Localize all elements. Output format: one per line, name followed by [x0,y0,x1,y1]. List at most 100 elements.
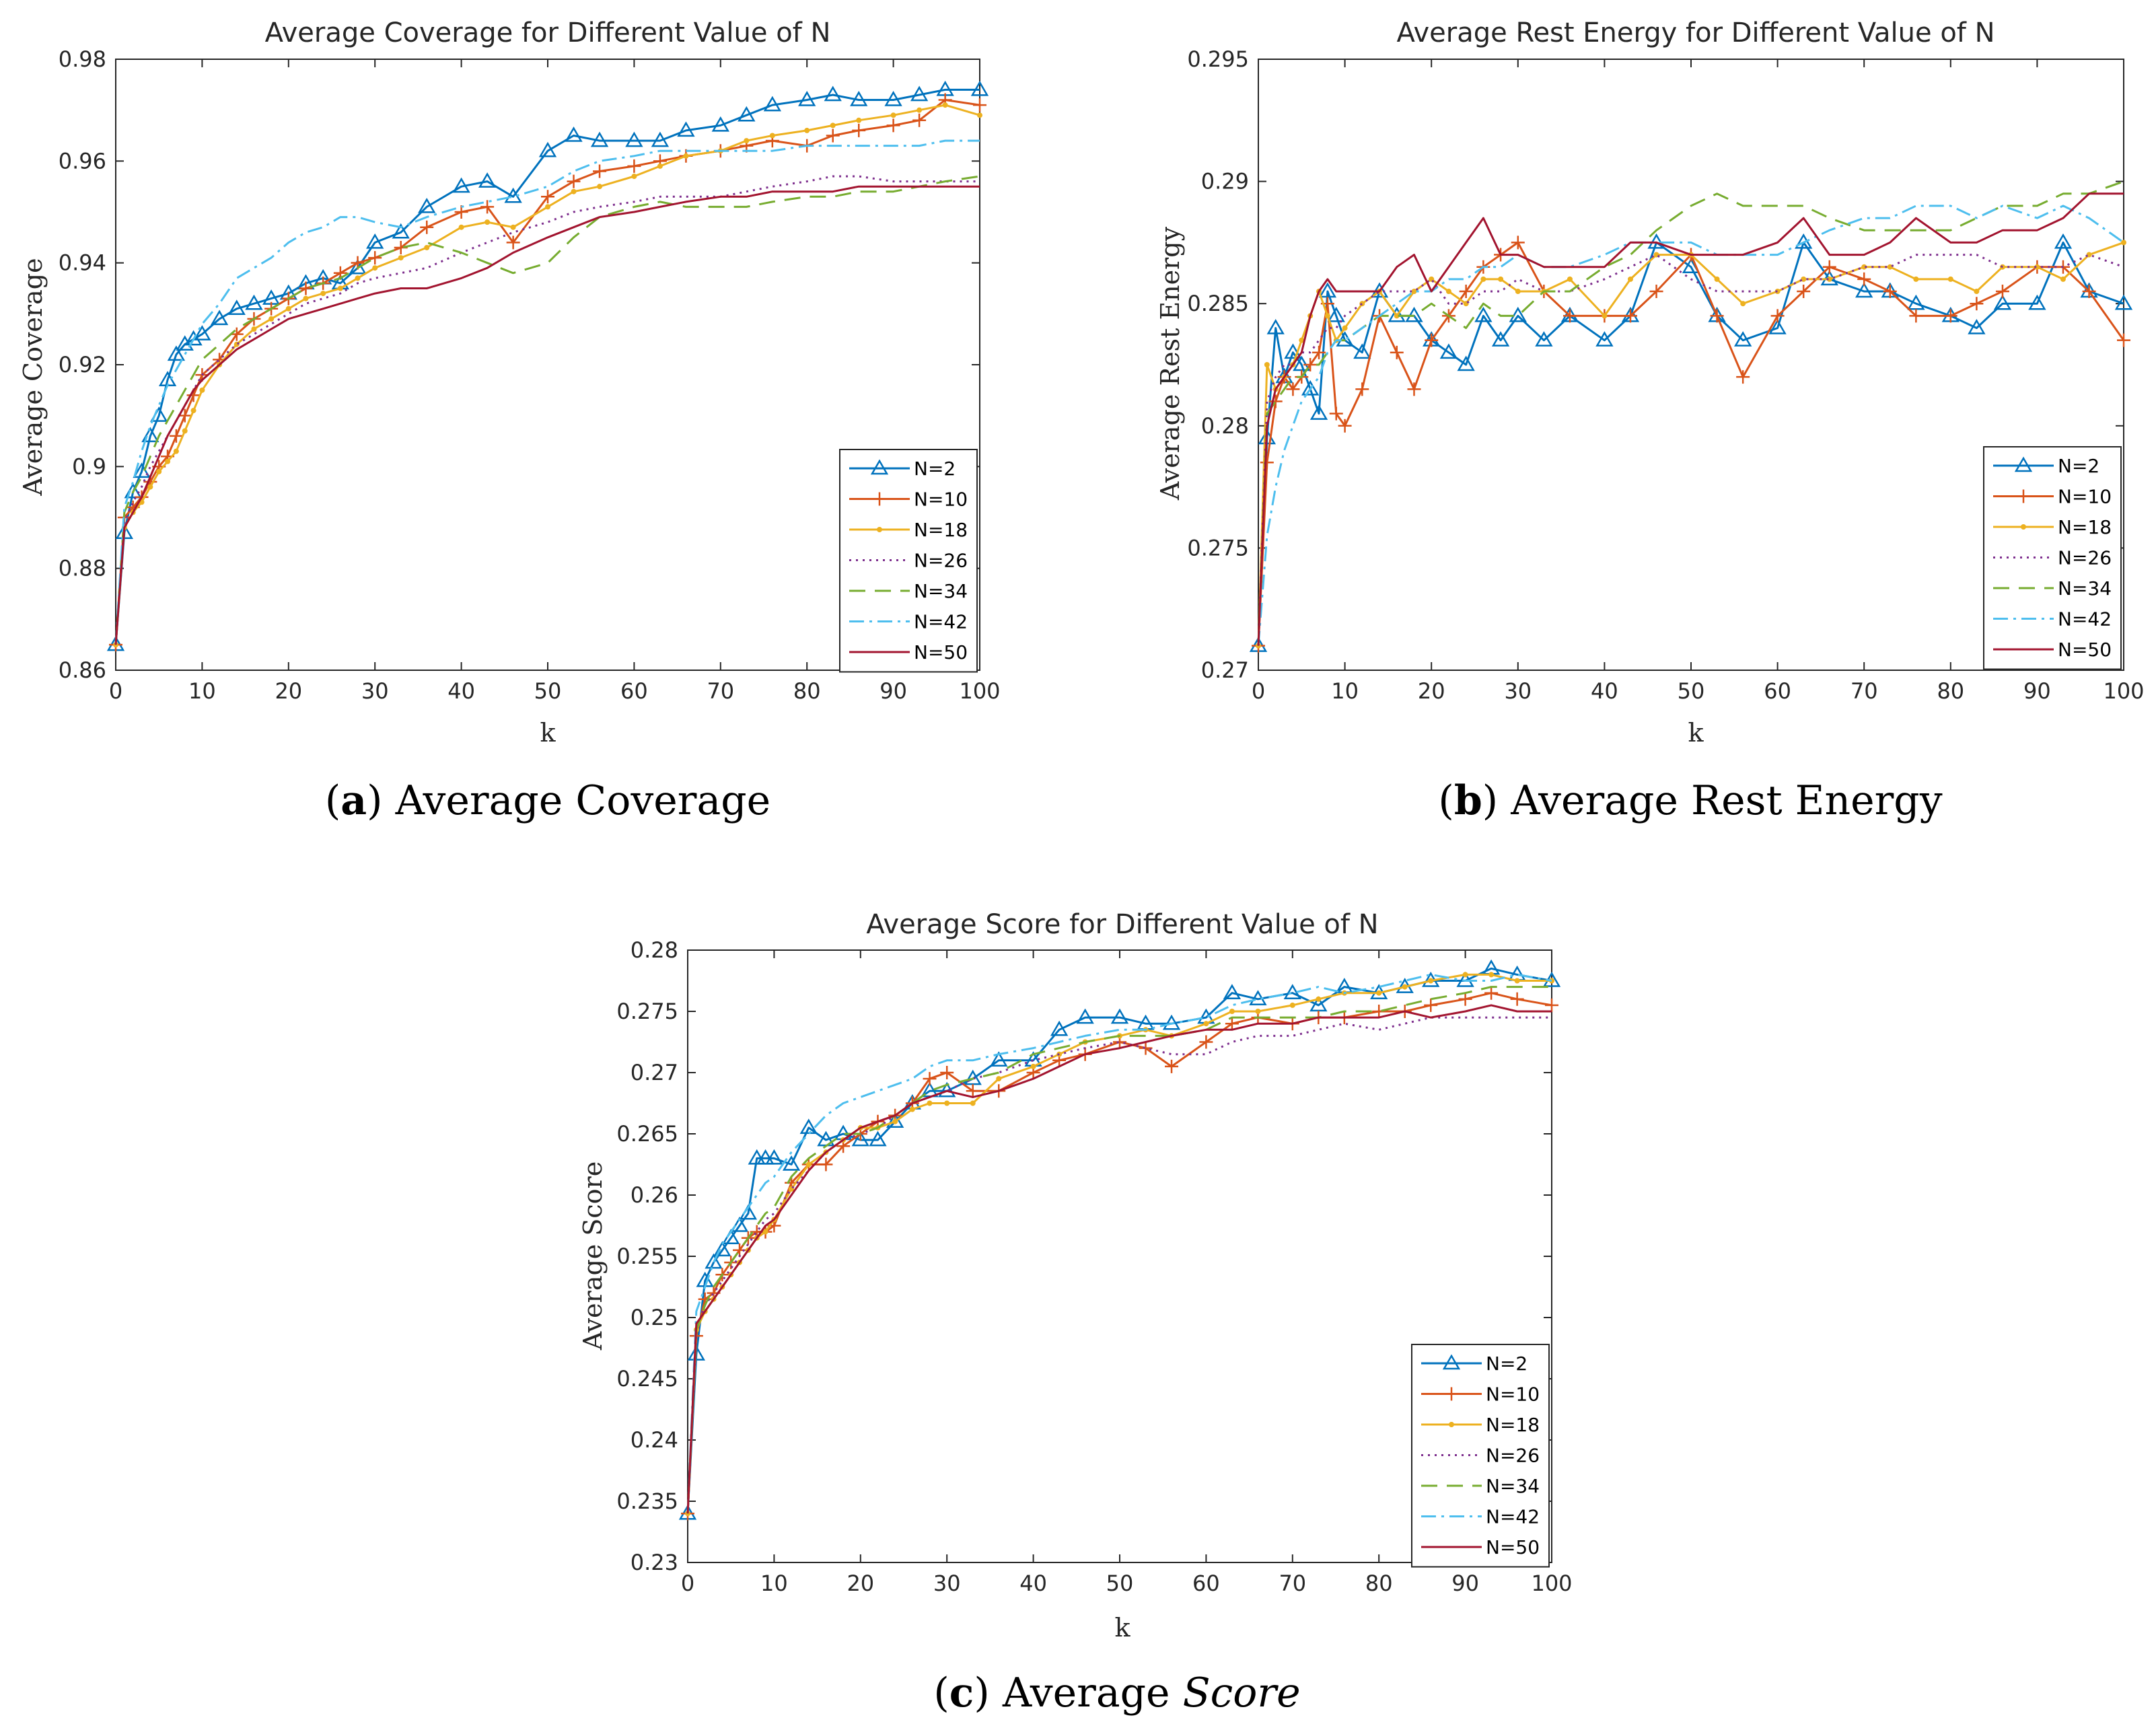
data-point-n-18 [268,316,275,322]
y-tick-label: 0.265 [616,1121,678,1147]
data-point-n-2 [756,1149,775,1165]
data-point-n-2 [1309,404,1328,420]
data-point-n-10 [1424,998,1438,1012]
x-tick-label: 0 [681,1571,694,1596]
chart-title-c: Average Score for Different Value of N [866,909,1378,940]
legend-label: N=50 [2058,639,2112,661]
data-point-n-2 [824,85,842,102]
data-point-n-18 [892,1118,898,1124]
data-point-n-18 [1498,276,1504,282]
x-tick-label: 0 [109,678,122,704]
data-point-n-18 [1030,1063,1036,1069]
data-point-n-18 [424,244,430,250]
data-point-n-18 [1411,289,1417,295]
data-point-n-10 [1458,992,1472,1006]
data-point-n-10 [912,113,927,127]
data-point-n-18 [917,107,923,113]
data-point-n-2 [711,116,729,132]
data-point-n-10 [169,429,183,443]
data-point-n-18 [944,1100,950,1106]
legend-marker [877,527,882,532]
data-point-n-2 [349,258,367,275]
panel-c: Average Score for Different Value of N 0… [578,909,1573,1717]
x-tick-label: 30 [361,678,389,704]
data-point-n-18 [804,127,810,133]
series-line-n-50 [1257,192,2124,646]
legend-label: N=34 [914,580,968,602]
data-point-n-2 [738,106,756,122]
data-point-n-10 [1623,309,1637,323]
data-point-n-2 [1993,294,2012,310]
data-point-n-18 [890,112,896,118]
data-point-n-2 [210,310,229,326]
data-point-n-2 [990,1051,1008,1067]
x-tick-label: 90 [2023,678,2051,704]
data-point-n-18 [165,458,171,464]
caption-b: (b) Average Rest Energy [1438,777,1942,824]
y-tick-label: 0.275 [616,999,678,1024]
data-point-n-18 [156,468,162,474]
svg-text:(c) Average Score: (c) Average Score [933,1669,1300,1717]
y-tick-label: 0.92 [59,352,106,377]
data-point-n-2 [1293,355,1311,371]
legend-label: N=2 [2058,455,2099,477]
data-point-n-2 [1907,294,1925,310]
data-point-n-18 [337,285,343,291]
data-point-n-10 [1857,272,1871,286]
chart-title-b: Average Rest Energy for Different Value … [1396,17,1995,48]
data-point-n-18 [744,138,750,144]
axes-b: 0 10 20 30 40 50 60 70 80 90 100 0.27 0.275 0.28 0.285… [1187,46,2144,704]
data-point-n-18 [2034,264,2040,270]
data-point-n-10 [593,164,607,178]
data-point-n-18 [510,224,516,230]
data-point-n-10 [1199,1035,1213,1049]
data-point-n-2 [590,131,609,147]
data-point-n-2 [798,91,816,106]
data-point-n-10 [454,205,468,219]
legend-marker [2017,489,2030,503]
data-point-n-2 [1283,984,1301,999]
y-tick-label: 0.28 [631,937,678,963]
caption-c: (c) Average Score [933,1669,1300,1717]
data-point-n-2 [1266,319,1285,334]
data-point-n-18 [1402,984,1408,990]
data-point-n-2 [748,1149,766,1165]
data-point-n-2 [2028,294,2046,310]
x-tick-label: 20 [1418,678,1445,704]
data-point-n-18 [1974,289,1980,295]
data-point-n-2 [763,96,782,112]
data-point-n-10 [299,281,313,295]
data-point-n-2 [765,1149,783,1165]
data-point-n-2 [452,177,470,193]
x-tick-label: 80 [793,678,821,704]
y-axis-label-a: Average Coverage [18,258,48,496]
x-tick-label: 40 [1019,1571,1047,1596]
data-point-n-18 [769,133,775,139]
data-point-n-18 [1299,337,1305,343]
data-point-n-18 [285,305,291,312]
y-tick-label: 0.98 [59,46,106,72]
data-point-n-18 [1376,990,1382,996]
data-point-n-18 [398,255,404,261]
data-point-n-18 [909,1106,915,1112]
x-tick-label: 50 [534,678,562,704]
y-axis-label-c: Average Score [578,1161,608,1351]
data-point-n-2 [799,1118,818,1135]
data-point-n-2 [1509,306,1527,322]
legend: N=2 N=10 N=18 N=26 N=34 N=42 N=50 [1411,1344,1550,1568]
data-point-n-2 [1110,1008,1129,1024]
data-point-n-18 [1801,276,1807,282]
x-axis-label-c: k [1114,1613,1130,1643]
y-tick-label: 0.27 [631,1060,678,1085]
data-point-n-2 [850,91,868,106]
panel-b: Average Rest Energy for Different Value … [1155,17,2145,824]
data-point-n-18 [320,291,326,297]
legend-label: N=10 [1486,1383,1540,1406]
y-tick-label: 0.26 [631,1182,678,1208]
data-point-n-18 [484,219,491,225]
data-point-n-18 [1947,276,1953,282]
data-point-n-10 [1390,345,1404,359]
axes-c: 0 10 20 30 40 50 60 70 80 90 100 0.23 0.235 0.24 0.245… [616,937,1572,1596]
data-point-n-18 [856,117,862,123]
